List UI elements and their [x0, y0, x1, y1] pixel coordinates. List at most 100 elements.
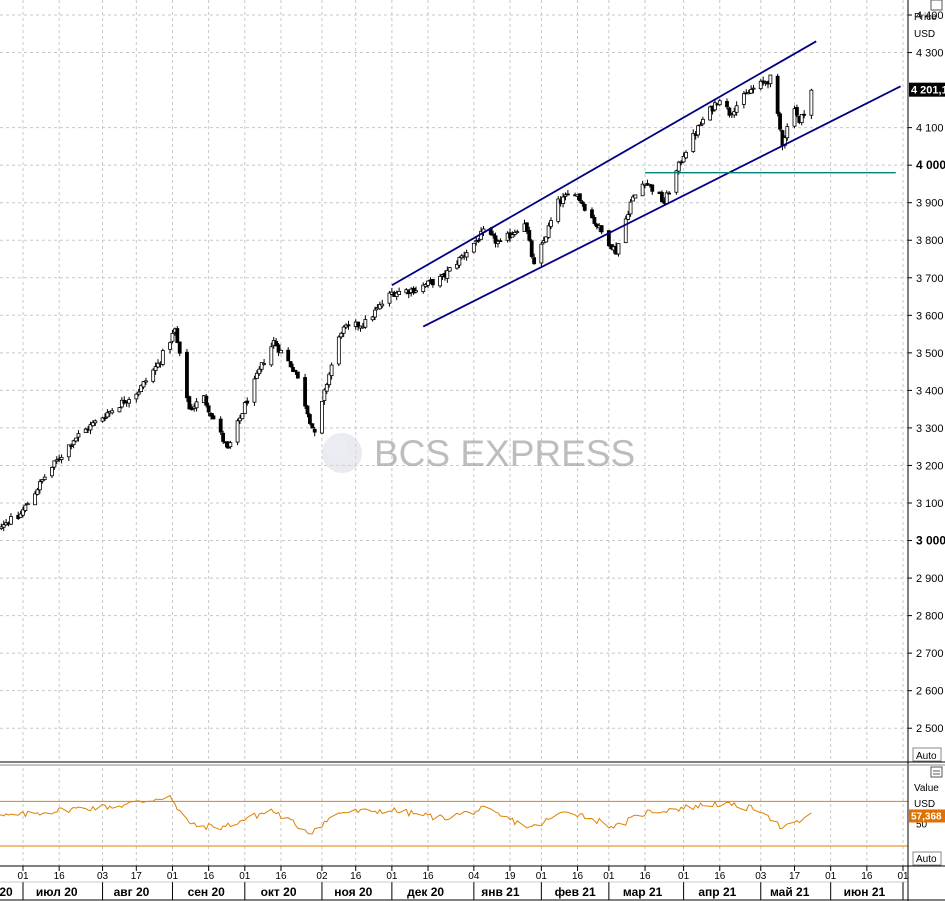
candle — [262, 359, 266, 366]
candle — [580, 200, 585, 207]
price-tick-label: 3 100 — [916, 498, 944, 510]
candle — [717, 98, 722, 107]
candle — [496, 239, 500, 248]
candle — [387, 290, 392, 307]
candle-body-up — [9, 516, 13, 525]
candle — [565, 189, 570, 196]
time-axis[interactable]: 01 16 03 17 01 16 01 16 02 16 01 16 04 19 01 16 01 16 01 16… — [0, 866, 909, 900]
candle-body-up — [252, 378, 257, 403]
candle-body-down — [578, 193, 582, 202]
candle — [303, 373, 307, 409]
day-tick-label: 16 — [203, 871, 215, 882]
trendline-channel-upper[interactable] — [391, 40, 817, 287]
candle — [252, 375, 257, 406]
day-tick-label: 01 — [603, 871, 615, 882]
price-pane-menu-icon[interactable] — [930, 0, 943, 11]
month-label: ноя 20 — [334, 885, 372, 899]
rsi-auto-button-label[interactable]: Auto — [916, 854, 937, 865]
candle-body-up — [269, 346, 274, 366]
candle-body-down — [245, 400, 250, 404]
candle — [592, 214, 597, 226]
candle-body-up — [320, 400, 324, 434]
candle-body-down — [211, 415, 216, 420]
candle-body-up — [628, 201, 633, 215]
candle — [512, 229, 517, 237]
candle-body-down — [276, 344, 281, 353]
candle — [211, 413, 216, 420]
candle — [471, 242, 476, 254]
day-tick-label: 01 — [678, 871, 690, 882]
candle-body-down — [312, 428, 317, 433]
day-tick-label: 01 — [167, 871, 179, 882]
candle-body-down — [592, 217, 597, 224]
rsi-auto-button-frame[interactable] — [912, 851, 942, 866]
candle — [139, 384, 144, 393]
candle — [356, 321, 361, 331]
price-tick-label: 4 100 — [916, 123, 944, 135]
month-label: сен 20 — [188, 885, 226, 899]
candle — [700, 116, 705, 126]
candle-body-up — [83, 428, 88, 434]
candle — [590, 207, 594, 219]
day-tick-label: 02 — [316, 871, 328, 882]
candle — [346, 320, 351, 330]
trendline-channel-lower[interactable] — [422, 85, 901, 328]
candle — [778, 111, 782, 132]
candle — [93, 419, 98, 426]
candle — [71, 439, 76, 449]
candle — [74, 437, 78, 443]
candle — [544, 236, 549, 243]
price-tick-label: 2 800 — [916, 611, 944, 623]
day-tick-label: 01 — [17, 871, 29, 882]
candle-body-up — [681, 156, 686, 163]
candle-body-up — [23, 504, 28, 511]
candle-body-down — [727, 107, 732, 116]
candle-body-up — [100, 417, 105, 422]
candle-body-up — [684, 151, 688, 159]
month-label: мар 21 — [623, 885, 663, 899]
candle-body-up — [768, 74, 773, 85]
candle-body-up — [698, 124, 703, 127]
trendlines[interactable] — [391, 40, 901, 328]
candle-body-up — [88, 424, 93, 431]
candle — [447, 266, 452, 272]
candle — [491, 230, 496, 239]
candle — [117, 407, 122, 413]
candle-body-up — [455, 263, 459, 269]
candle-body-down — [295, 371, 300, 379]
candle — [83, 427, 88, 434]
candle — [561, 192, 565, 208]
candle-body-up — [59, 456, 64, 460]
candle-body-up — [457, 257, 462, 266]
candle — [539, 241, 544, 267]
candle-body-down — [430, 279, 435, 286]
rsi-auto-button[interactable]: Auto — [912, 851, 942, 866]
candle-body-up — [66, 444, 71, 458]
price-auto-button-frame[interactable] — [912, 747, 942, 762]
candle — [21, 506, 25, 517]
candle-body-up — [194, 401, 199, 409]
rsi-pane-menu-icon[interactable] — [930, 766, 943, 778]
candle-body-down — [185, 351, 189, 399]
candle — [329, 362, 334, 380]
price-axis[interactable]: Price USD 2 500 2 600 2 700 2 800 2 900 3 000 3 … — [908, 0, 945, 762]
candle — [310, 423, 315, 429]
price-auto-button[interactable]: Auto — [912, 747, 942, 762]
watermark: BCS EXPRESS — [322, 433, 635, 474]
candle — [792, 105, 797, 129]
price-axis-header: Price — [914, 12, 937, 23]
candle-body-up — [134, 393, 139, 400]
candle — [305, 405, 310, 418]
price-auto-button-label[interactable]: Auto — [916, 751, 937, 762]
candle — [363, 315, 368, 329]
candle — [35, 487, 40, 496]
candle — [751, 84, 756, 94]
candle — [713, 99, 717, 112]
rsi-line — [0, 794, 812, 835]
candle-body-up — [110, 410, 115, 414]
day-tick-label: 16 — [639, 871, 651, 882]
candle — [187, 395, 192, 410]
candle-body-up — [93, 420, 98, 424]
candle-body-up — [426, 280, 430, 286]
